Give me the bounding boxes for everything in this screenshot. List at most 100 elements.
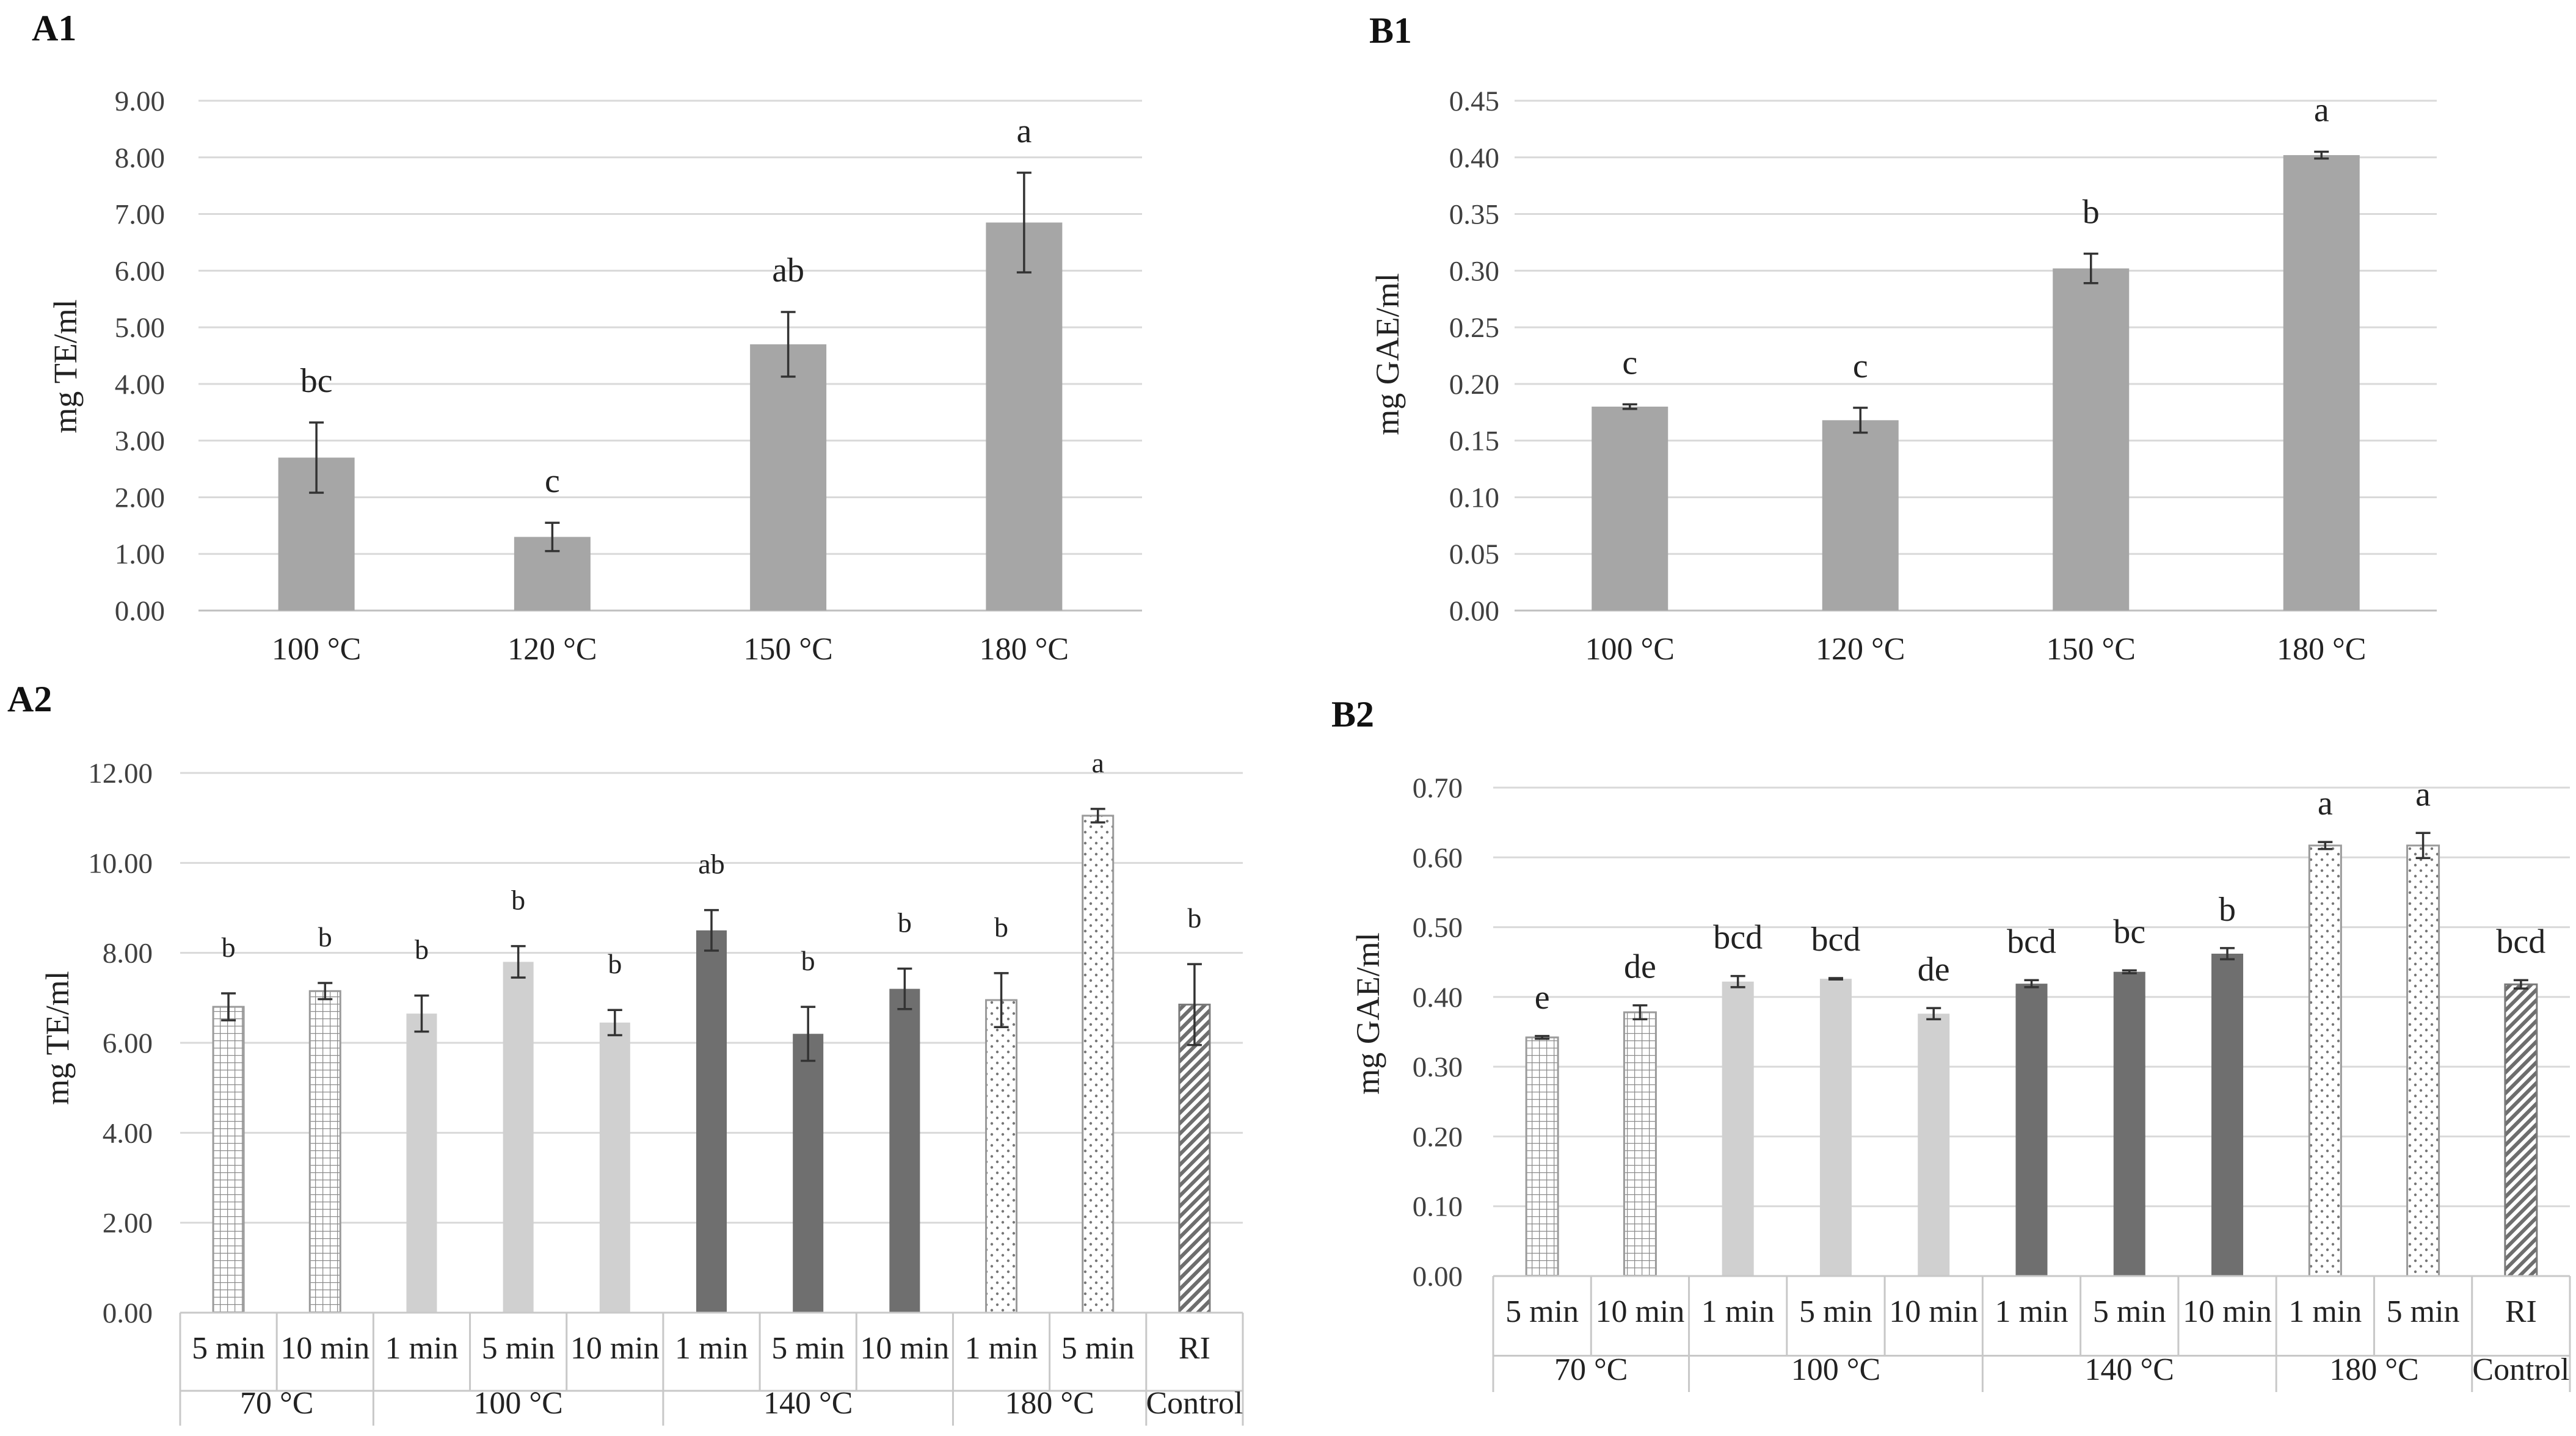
y-tick-label: 2.00 [103, 1208, 153, 1239]
bar [793, 1034, 824, 1313]
chart-a2: 0.00 2.00 4.00 6.00 8.00 10.00 12.00 b 5 min b 10 … [88, 747, 1244, 1426]
x-group-label: Control [1146, 1386, 1243, 1421]
x-group-label: 180 °C [2329, 1352, 2418, 1387]
bar [599, 1022, 630, 1313]
bar [889, 988, 920, 1313]
x-group-label: 100 °C [473, 1386, 562, 1421]
x-category-label: 1 min [675, 1331, 748, 1366]
x-category-label: 1 min [2288, 1294, 2362, 1329]
x-category-label: 1 min [1701, 1294, 1775, 1329]
x-category-label: 10 min [570, 1331, 660, 1366]
y-tick-label: 0.10 [1413, 1191, 1463, 1223]
significance-label: c [1853, 347, 1868, 385]
significance-label: b [608, 948, 622, 979]
chart-b1: 0.00 0.05 0.10 0.15 0.20 0.25 0.30 0.35 0.40 0.45… [1449, 85, 2437, 667]
significance-label: b [994, 912, 1008, 943]
x-category-label: 10 min [1595, 1294, 1684, 1329]
x-group-label: 140 °C [2085, 1352, 2174, 1387]
x-category-label: 10 min [1889, 1294, 1978, 1329]
significance-label: bcd [1811, 921, 1861, 959]
x-category-label: 5 min [1505, 1294, 1579, 1329]
x-group-label: 70 °C [1554, 1352, 1628, 1387]
significance-label: bcd [2496, 923, 2545, 960]
significance-label: bc [300, 362, 333, 400]
x-category-label: 5 min [192, 1331, 265, 1366]
x-group-label: 180 °C [1005, 1386, 1094, 1421]
y-tick-label: 10.00 [88, 847, 153, 879]
y-tick-label: 0.00 [103, 1297, 153, 1329]
significance-label: b [1187, 902, 1201, 934]
x-category-label: 1 min [385, 1331, 459, 1366]
x-category-label: 5 min [2387, 1294, 2460, 1329]
x-category-label: 1 min [965, 1331, 1038, 1366]
y-tick-label: 0.60 [1413, 842, 1463, 874]
bar [406, 1014, 437, 1313]
x-group-label: 140 °C [763, 1386, 853, 1421]
significance-label: a [2318, 785, 2333, 822]
significance-label: e [1535, 979, 1550, 1017]
bar [503, 962, 534, 1313]
bar [1819, 979, 1852, 1276]
x-category-label: 120 °C [1816, 632, 1905, 667]
x-category-label: 180 °C [2277, 632, 2366, 667]
bar [2053, 268, 2130, 611]
y-tick-label: 0.00 [115, 595, 165, 627]
y-tick-label: 0.15 [1449, 426, 1499, 457]
bar [1623, 1011, 1657, 1277]
significance-label: a [2314, 92, 2329, 129]
significance-label: b [898, 907, 912, 938]
x-category-label: 5 min [1061, 1331, 1135, 1366]
y-tick-label: 12.00 [88, 758, 153, 789]
y-tick-label: 8.00 [103, 938, 153, 970]
x-category-label: RI [2505, 1294, 2537, 1329]
x-group-label: 70 °C [240, 1386, 313, 1421]
y-tick-label: 4.00 [115, 369, 165, 401]
x-category-label: RI [1179, 1331, 1210, 1366]
y-tick-label: 1.00 [115, 538, 165, 570]
x-category-label: 150 °C [743, 632, 832, 667]
bar [750, 344, 827, 611]
bar [1822, 420, 1899, 611]
y-tick-label: 0.20 [1413, 1121, 1463, 1153]
significance-label: b [222, 932, 236, 963]
y-tick-label: 0.25 [1449, 312, 1499, 344]
y-tick-label: 0.40 [1413, 982, 1463, 1014]
chart-b2: 0.00 0.10 0.20 0.30 0.40 0.50 0.60 0.70 e 5 min de… [1413, 772, 2571, 1392]
significance-label: bcd [1713, 919, 1763, 957]
significance-label: de [1918, 951, 1950, 988]
panel-title-b1: B1 [1369, 10, 1412, 51]
y-tick-label: 9.00 [115, 85, 165, 117]
bar [2211, 954, 2244, 1276]
x-category-label: 5 min [771, 1331, 845, 1366]
chart-a1: 0.00 1.00 2.00 3.00 4.00 5.00 6.00 7.00 8.00 9.00… [115, 85, 1142, 667]
x-category-label: 150 °C [2047, 632, 2136, 667]
significance-label: de [1624, 948, 1656, 986]
bar [212, 1006, 245, 1314]
x-category-label: 5 min [482, 1331, 555, 1366]
significance-label: c [1622, 344, 1637, 382]
significance-label: a [2415, 775, 2431, 813]
y-tick-label: 0.40 [1449, 142, 1499, 174]
ylabel-a1: mg TE/ml [47, 299, 84, 433]
bar [308, 990, 341, 1314]
x-category-label: 1 min [1995, 1294, 2068, 1329]
panel-title-a2: A2 [7, 679, 52, 719]
bar [696, 930, 727, 1313]
y-tick-label: 0.20 [1449, 369, 1499, 401]
bar [1592, 407, 1668, 611]
y-tick-label: 0.30 [1449, 255, 1499, 287]
significance-label: b [415, 934, 429, 965]
y-tick-label: 3.00 [115, 426, 165, 457]
significance-label: ab [772, 252, 804, 289]
y-tick-label: 0.00 [1449, 595, 1499, 627]
ylabel-b2: mg GAE/ml [1350, 932, 1386, 1095]
significance-label: b [2219, 891, 2236, 929]
bar [1082, 814, 1115, 1314]
significance-label: bc [2113, 913, 2145, 951]
x-category-label: 180 °C [980, 632, 1069, 667]
y-tick-label: 6.00 [115, 255, 165, 287]
significance-label: bcd [2007, 923, 2056, 960]
panel-title-b2: B2 [1331, 694, 1374, 734]
y-tick-label: 4.00 [103, 1117, 153, 1149]
